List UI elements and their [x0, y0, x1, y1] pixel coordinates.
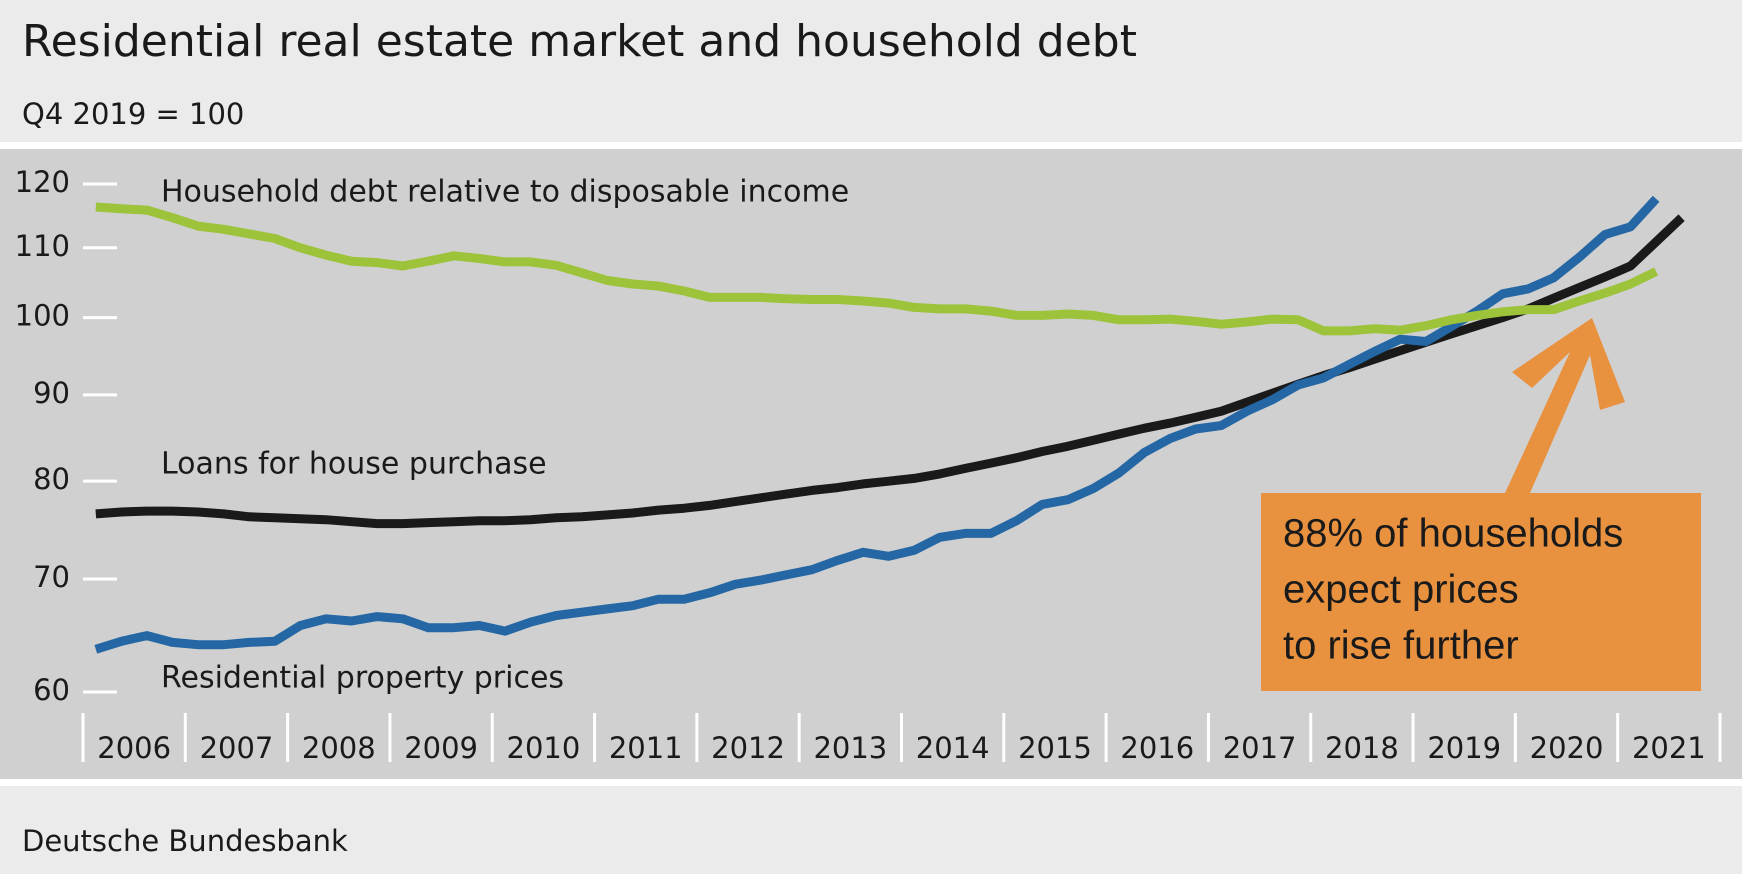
series-label: Household debt relative to disposable in… [161, 175, 849, 210]
x-tick-label: 2015 [1018, 731, 1092, 765]
y-tick-label: 70 [33, 560, 70, 594]
x-tick-label: 2012 [711, 731, 785, 765]
y-tick-label: 80 [33, 462, 70, 496]
series-label: Loans for house purchase [161, 447, 547, 482]
series-label: Residential property prices [161, 661, 564, 696]
y-tick-label: 110 [15, 229, 70, 263]
annotation: 88% of households expect prices to rise fu… [1283, 512, 1623, 668]
x-tick-label: 2008 [302, 731, 376, 765]
footer-band [0, 786, 1742, 874]
x-tick-label: 2013 [813, 731, 887, 765]
source: Deutsche Bundesbank [22, 824, 348, 858]
x-tick-label: 2017 [1223, 731, 1297, 765]
x-tick-label: 2010 [507, 731, 581, 765]
y-tick-label: 100 [15, 299, 70, 333]
x-tick-label: 2020 [1530, 731, 1604, 765]
x-tick-label: 2021 [1632, 731, 1706, 765]
chart-subtitle: Q4 2019 = 100 [22, 97, 244, 131]
x-tick-label: 2009 [404, 731, 478, 765]
annotation-line: 88% of households [1283, 512, 1623, 556]
x-tick-label: 2007 [200, 731, 274, 765]
x-tick-label: 2006 [97, 731, 171, 765]
plot: 60 70 80 90 100 110 120 2006 2007 2008 2009 2010 201… [15, 165, 1722, 765]
y-tick-label: 90 [33, 376, 70, 410]
annotation-box [1261, 493, 1701, 691]
chart-title: Residential real estate market and house… [22, 16, 1137, 67]
x-tick-label: 2019 [1427, 731, 1501, 765]
annotation-line: to rise further [1283, 624, 1519, 668]
x-tick-label: 2016 [1120, 731, 1194, 765]
series-line [95, 202, 1659, 336]
annotation-line: expect prices [1283, 568, 1519, 612]
y-tick-label: 60 [33, 673, 70, 707]
series-line [94, 195, 1660, 654]
x-tick-label: 2011 [609, 731, 683, 765]
y-tick-label: 120 [15, 165, 70, 199]
x-tick-label: 2018 [1325, 731, 1399, 765]
header-band [0, 0, 1742, 142]
x-tick-label: 2014 [916, 731, 990, 765]
annotation-arrow [1505, 318, 1625, 493]
